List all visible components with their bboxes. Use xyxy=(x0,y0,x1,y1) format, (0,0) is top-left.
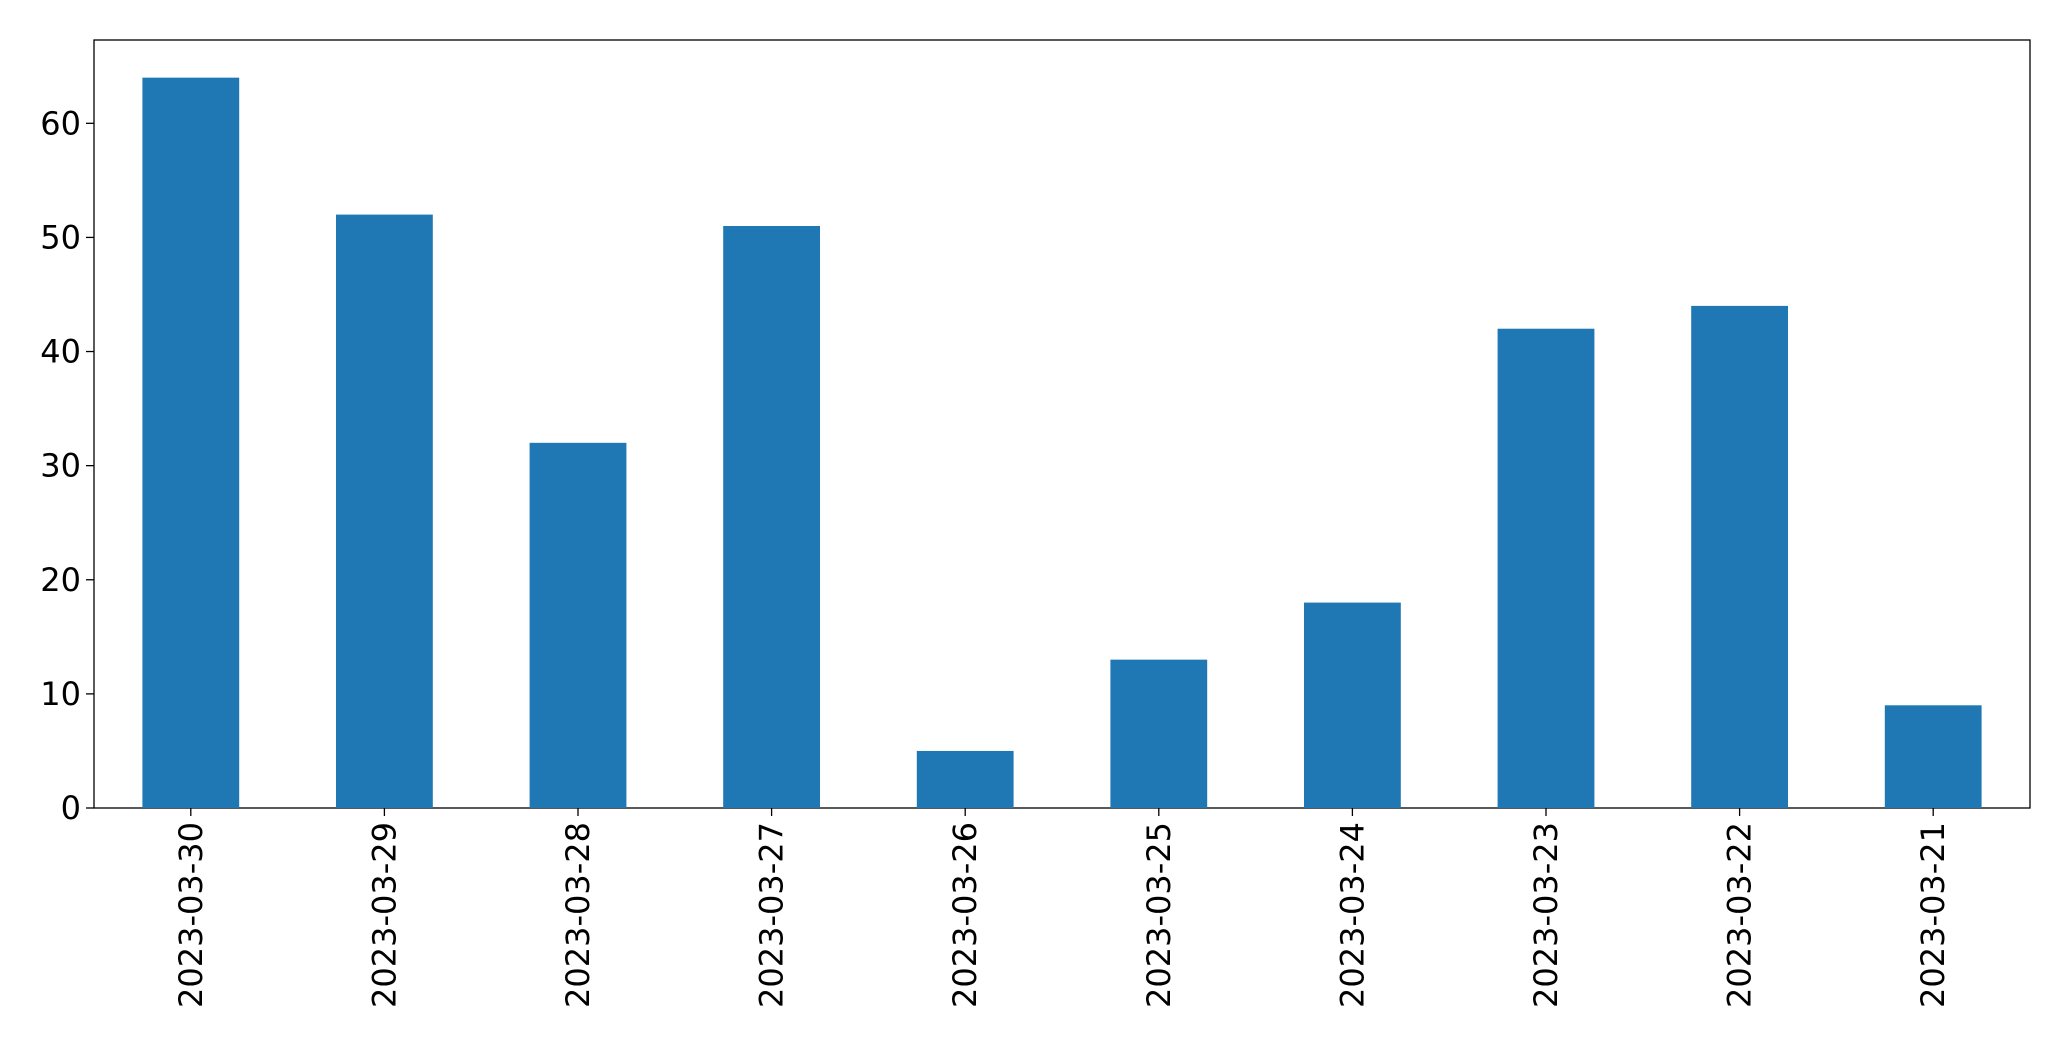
bar xyxy=(1497,328,1595,808)
x-tick-label: 2023-03-29 xyxy=(365,822,403,1008)
y-tick-label: 0 xyxy=(61,789,81,827)
bar xyxy=(723,226,820,808)
x-tick-label: 2023-03-24 xyxy=(1333,822,1371,1008)
x-tick-label: 2023-03-26 xyxy=(946,822,984,1008)
y-tick-label: 50 xyxy=(40,218,81,256)
bar xyxy=(1884,705,1982,808)
y-tick-label: 10 xyxy=(40,675,81,713)
bar xyxy=(336,214,433,809)
x-tick-label: 2023-03-30 xyxy=(172,822,210,1008)
bar xyxy=(916,750,1014,808)
bar xyxy=(529,442,627,808)
x-tick-label: 2023-03-21 xyxy=(1914,822,1952,1008)
x-tick-label: 2023-03-25 xyxy=(1140,822,1178,1008)
bar xyxy=(1304,602,1401,808)
y-tick-label: 20 xyxy=(40,561,81,599)
x-tick-label: 2023-03-27 xyxy=(753,822,791,1008)
bar xyxy=(142,77,240,808)
y-tick-label: 30 xyxy=(40,447,81,485)
y-tick-label: 60 xyxy=(40,104,81,142)
x-tick-label: 2023-03-22 xyxy=(1721,822,1759,1008)
axes-frame xyxy=(93,39,2031,809)
bar xyxy=(1691,305,1788,808)
y-tick-label: 40 xyxy=(40,333,81,371)
x-tick-label: 2023-03-23 xyxy=(1527,822,1565,1008)
x-tick-label: 2023-03-28 xyxy=(559,822,597,1008)
bar xyxy=(1110,659,1208,808)
